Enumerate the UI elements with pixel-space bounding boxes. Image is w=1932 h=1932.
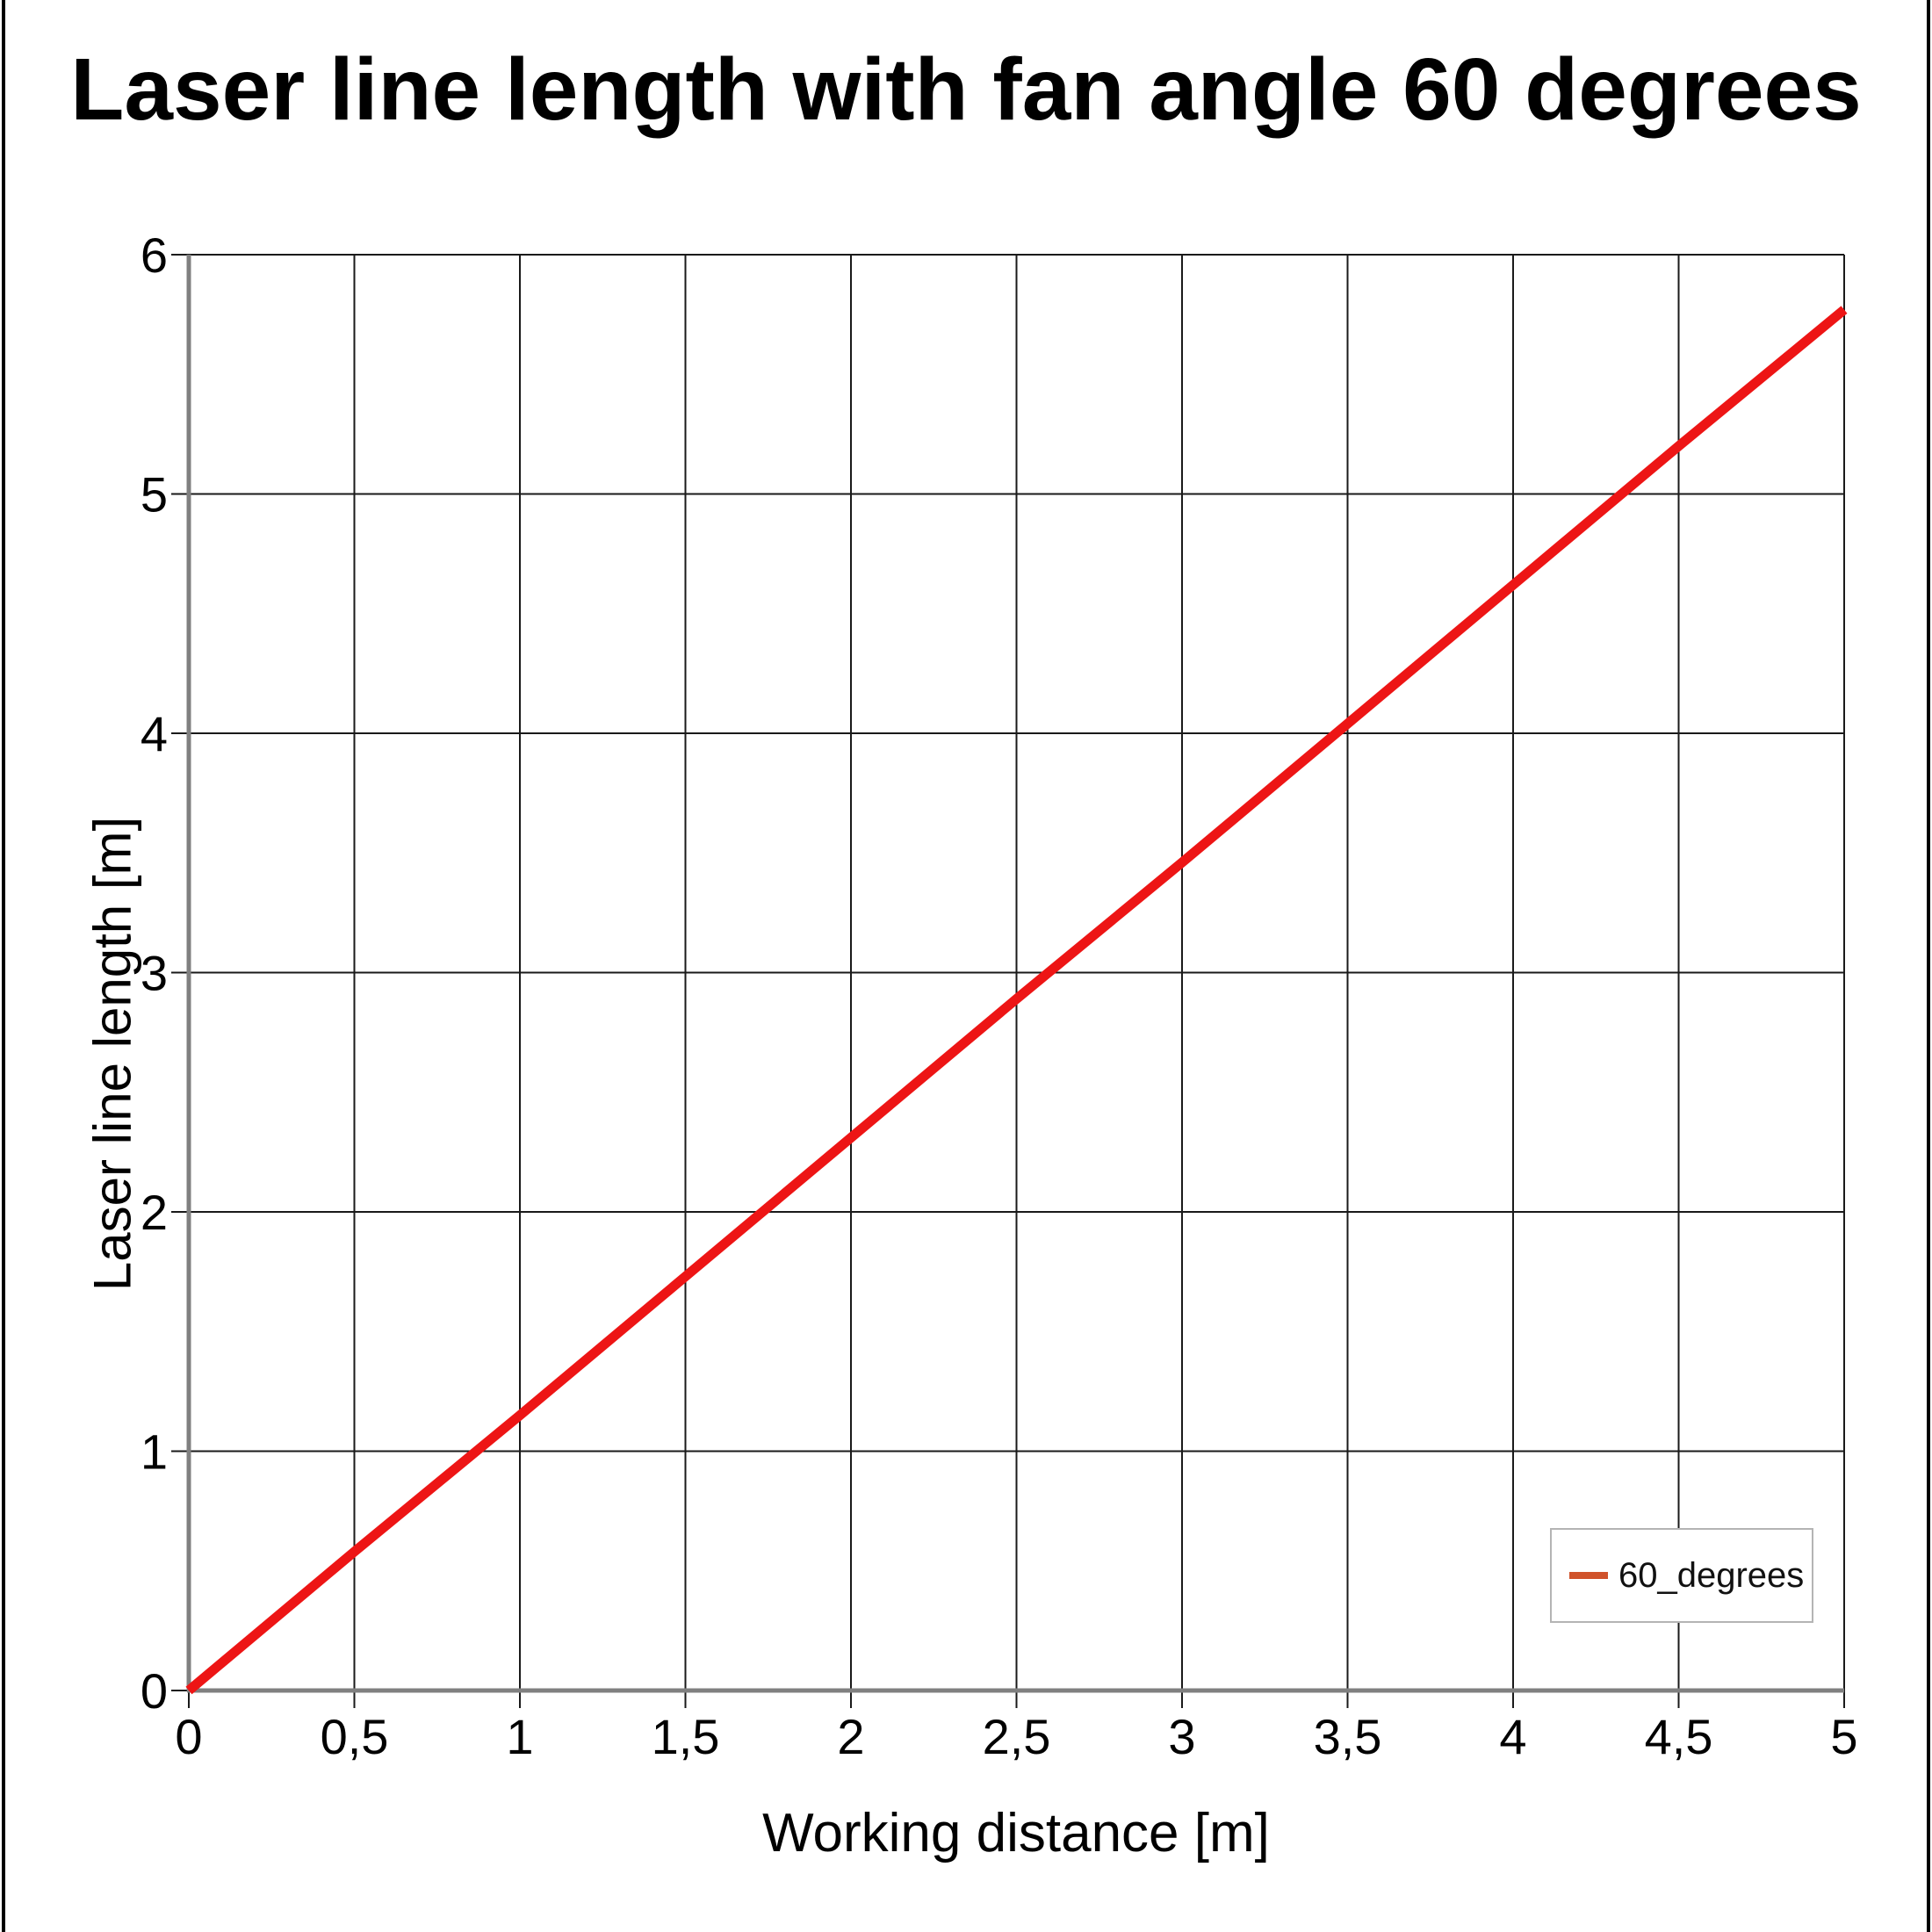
x-tick-label: 3,5	[1314, 1709, 1382, 1764]
x-tick-label: 2	[837, 1709, 864, 1764]
page-border-right-line	[1927, 0, 1930, 1932]
x-tick-label: 4,5	[1645, 1709, 1713, 1764]
x-tick-label: 0	[175, 1709, 202, 1764]
x-tick-label: 5	[1830, 1709, 1857, 1764]
y-tick-label: 0	[141, 1663, 168, 1719]
legend: 60_degrees	[1550, 1528, 1813, 1623]
series-line-60_degrees	[185, 306, 1848, 1695]
x-tick-label: 1,5	[652, 1709, 720, 1764]
y-axis-title: Laser line length [m]	[83, 816, 142, 1292]
x-tick-label: 1	[506, 1709, 533, 1764]
page-border-left-line	[2, 0, 5, 1932]
x-axis-title: Working distance [m]	[762, 1803, 1270, 1864]
y-tick-label: 2	[141, 1185, 168, 1240]
x-tick-label: 0,5	[321, 1709, 389, 1764]
y-tick-label: 6	[141, 227, 168, 283]
legend-line-marker-icon	[1569, 1572, 1608, 1579]
x-tick-label: 4	[1499, 1709, 1526, 1764]
x-tick-label: 2,5	[983, 1709, 1051, 1764]
y-tick-label: 1	[141, 1424, 168, 1480]
y-tick-label: 3	[141, 946, 168, 1001]
x-tick-label: 3	[1168, 1709, 1195, 1764]
y-tick-label: 4	[141, 706, 168, 761]
y-tick-label: 5	[141, 467, 168, 523]
legend-series-label: 60_degrees	[1618, 1555, 1805, 1595]
chart-title: Laser line length with fan angle 60 degr…	[70, 40, 1862, 139]
